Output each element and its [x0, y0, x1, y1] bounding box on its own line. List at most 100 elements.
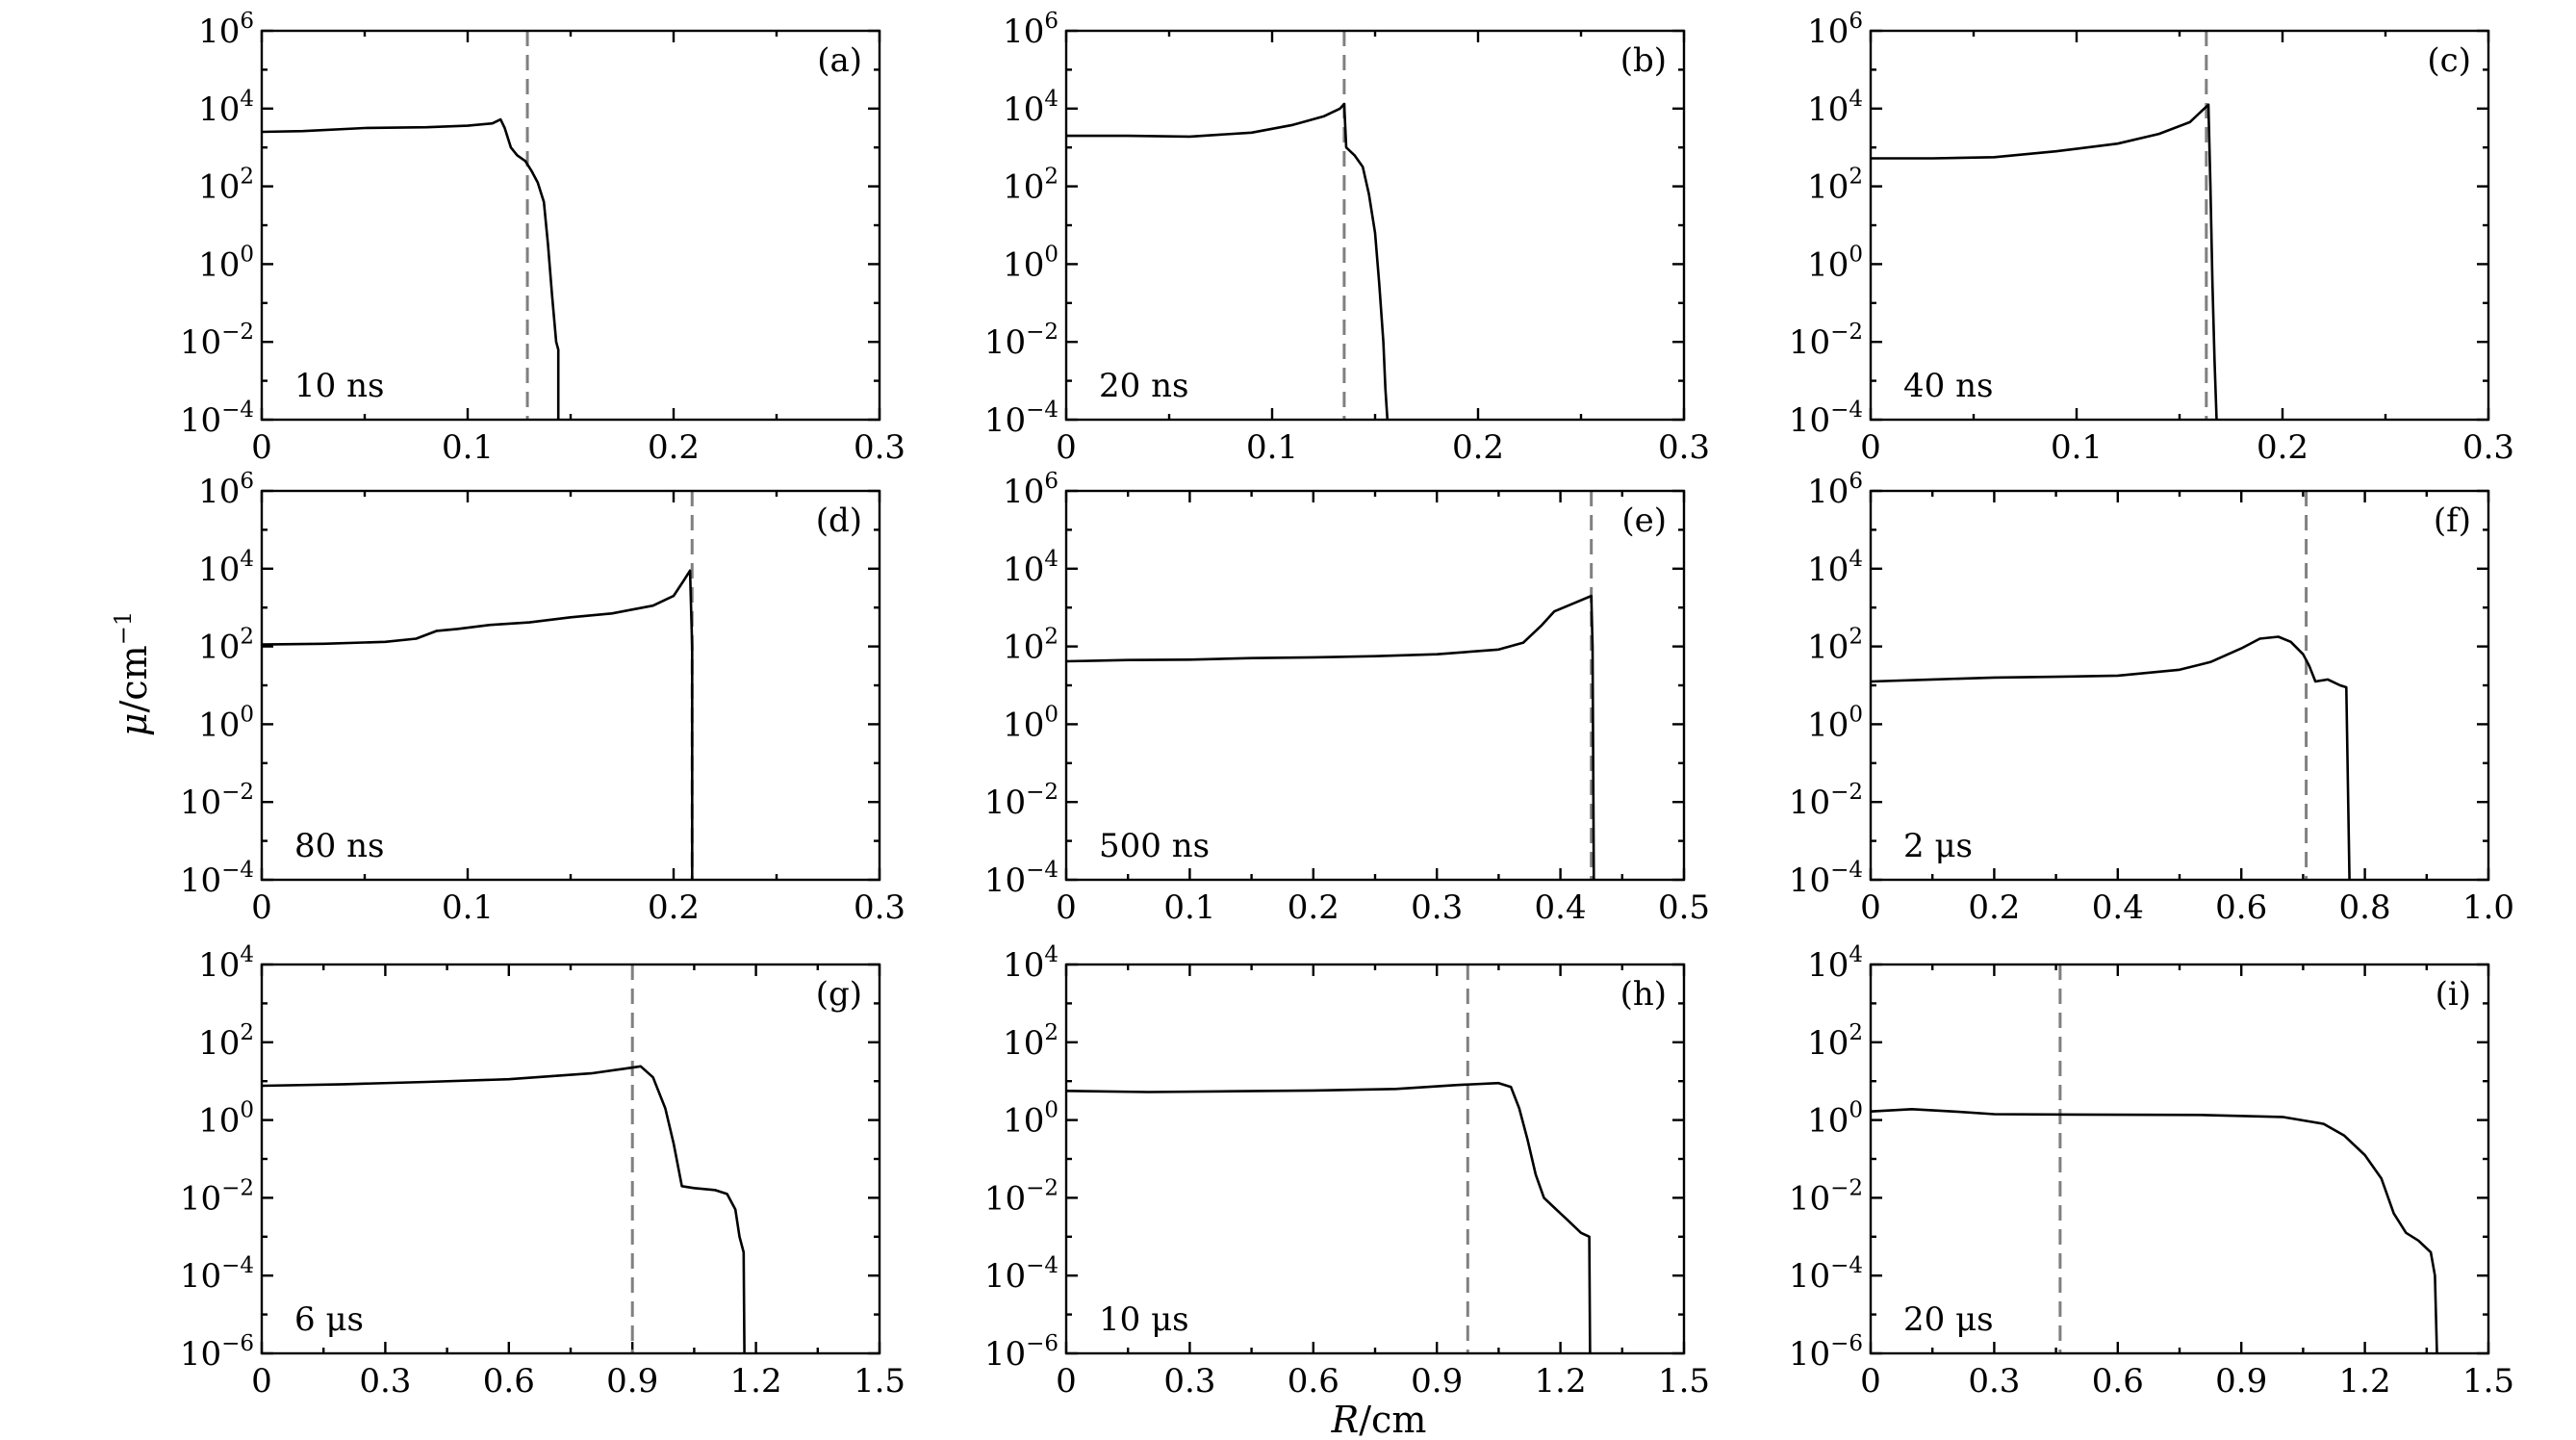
- x-tick-label: 1.2: [2339, 1362, 2391, 1401]
- y-tick-label: 10−4: [984, 1253, 1058, 1296]
- y-tick-label: 100: [1003, 242, 1058, 284]
- panel-label: (g): [816, 975, 862, 1014]
- time-label: 10 ns: [294, 367, 384, 405]
- data-curve: [1870, 1108, 2438, 1354]
- y-tick-label: 10−4: [1789, 1253, 1863, 1296]
- y-tick-label: 10−2: [1789, 320, 1863, 362]
- x-tick-label: 0.2: [648, 888, 700, 927]
- plot-frame: [260, 29, 881, 422]
- panel-f: 10−4 10−2 100 102 104 106 0 0.2 0.4 0.6 0.8 1.0 (f) 2…: [1789, 469, 2514, 927]
- panel-label: (d): [816, 501, 862, 540]
- time-label: 6 μs: [294, 1300, 364, 1339]
- x-tick-label: 1.5: [1658, 1362, 1710, 1401]
- panel-e: 10−4 10−2 100 102 104 106 0 0.1 0.2 0.3 0.4 0.5 (e) 5…: [984, 469, 1710, 927]
- y-tick-label: 10−6: [984, 1331, 1058, 1374]
- panel-h: 10−6 10−4 10−2 100 102 104 0 0.3 0.6 0.9 1.2 1.5 (h)…: [984, 942, 1710, 1401]
- y-tick-label: 104: [1807, 547, 1863, 589]
- data-curve: [1871, 103, 2218, 421]
- x-tick-label: 0.5: [1658, 888, 1710, 927]
- data-curve: [261, 569, 694, 880]
- x-tick-label: 0.2: [648, 428, 700, 467]
- x-tick-label: 0.2: [1968, 888, 2020, 927]
- x-tick-label: 0.2: [2257, 428, 2308, 467]
- panel-a: 10−4 10−2 100 102 104 106 0 0.1 0.2 0.3 (a) 10 ns: [180, 9, 905, 467]
- y-tick-label: 10−4: [1789, 858, 1863, 900]
- x-tick-label: 0.3: [854, 888, 905, 927]
- y-tick-label: 102: [198, 165, 254, 207]
- x-tick-label: 0: [1860, 888, 1881, 927]
- x-tick-label: 0.3: [1163, 1362, 1215, 1401]
- data-curve: [1870, 635, 2351, 881]
- plot-frame: [1064, 29, 1686, 422]
- panel-label: (h): [1620, 975, 1667, 1014]
- x-tick-label: 0: [1860, 428, 1881, 467]
- x-tick-label: 1.2: [1535, 1362, 1587, 1401]
- plot-frame: [1064, 489, 1686, 882]
- time-label: 2 μs: [1903, 827, 1973, 865]
- x-tick-label: 0: [251, 428, 272, 467]
- y-tick-label: 106: [198, 9, 254, 51]
- y-tick-label: 10−4: [180, 1253, 254, 1296]
- x-tick-label: 1.0: [2462, 888, 2514, 927]
- panel-label: (e): [1621, 501, 1667, 540]
- x-tick-label: 0.1: [2051, 428, 2103, 467]
- time-label: 500 ns: [1099, 827, 1210, 865]
- panel-d: 10−4 10−2 100 102 104 106 0 0.1 0.2 0.3 (d) 80 ns: [180, 469, 905, 927]
- data-curve: [1066, 102, 1390, 421]
- x-tick-label: 1.2: [730, 1362, 782, 1401]
- panel-label: (c): [2427, 41, 2471, 80]
- plot-frame: [1869, 963, 2490, 1355]
- panel-label: (i): [2436, 975, 2471, 1014]
- data-curve: [261, 117, 560, 420]
- y-tick-label: 10−2: [180, 780, 254, 822]
- plot-frame: [260, 963, 881, 1355]
- x-tick-label: 0.6: [483, 1362, 535, 1401]
- y-tick-label: 106: [1003, 469, 1058, 511]
- y-tick-label: 102: [1807, 165, 1863, 207]
- x-tick-label: 0.3: [1658, 428, 1710, 467]
- panel-c: 10−4 10−2 100 102 104 106 0 0.1 0.2 0.3 (c) 40 ns: [1789, 9, 2514, 467]
- y-tick-label: 100: [1807, 1098, 1863, 1141]
- plot-frame: [1869, 489, 2490, 882]
- y-tick-label: 10−2: [1789, 1175, 1863, 1218]
- time-label: 20 ns: [1099, 367, 1188, 405]
- y-tick-label: 104: [1003, 87, 1058, 129]
- y-tick-label: 104: [1807, 942, 1863, 985]
- y-tick-label: 10−2: [180, 320, 254, 362]
- x-tick-label: 0.4: [2092, 888, 2144, 927]
- panel-label: (a): [817, 41, 862, 80]
- y-tick-label: 102: [1807, 625, 1863, 667]
- y-tick-label: 104: [1003, 547, 1058, 589]
- y-tick-label: 104: [198, 942, 254, 985]
- y-tick-label: 106: [1807, 9, 1863, 51]
- y-tick-label: 10−2: [984, 780, 1058, 822]
- y-tick-label: 106: [1003, 9, 1058, 51]
- x-tick-label: 0.6: [2215, 888, 2267, 927]
- y-axis-title: μ/cm−1: [110, 611, 155, 736]
- panel-label: (b): [1620, 41, 1667, 80]
- y-tick-label: 102: [1003, 165, 1058, 207]
- x-tick-label: 0.3: [1411, 888, 1463, 927]
- y-tick-label: 10−6: [1789, 1331, 1863, 1374]
- y-tick-label: 10−2: [1789, 780, 1863, 822]
- x-tick-label: 0: [1860, 1362, 1881, 1401]
- data-curve: [261, 1065, 746, 1354]
- y-tick-label: 100: [1003, 702, 1058, 744]
- y-tick-label: 100: [1807, 242, 1863, 284]
- x-tick-label: 0.2: [1452, 428, 1504, 467]
- time-label: 80 ns: [294, 827, 384, 865]
- x-tick-label: 0.4: [1535, 888, 1587, 927]
- x-tick-label: 0.1: [1163, 888, 1215, 927]
- x-tick-label: 0.6: [1288, 1362, 1339, 1401]
- y-tick-label: 10−6: [180, 1331, 254, 1374]
- y-tick-label: 106: [1807, 469, 1863, 511]
- x-axis-title: R/cm: [1331, 1399, 1427, 1440]
- y-tick-label: 104: [198, 547, 254, 589]
- y-tick-label: 102: [198, 1020, 254, 1063]
- y-tick-label: 102: [198, 625, 254, 667]
- time-label: 10 μs: [1099, 1300, 1189, 1339]
- panel-g: 10−6 10−4 10−2 100 102 104 0 0.3 0.6 0.9 1.2 1.5 (g)…: [180, 942, 905, 1401]
- y-tick-label: 10−4: [984, 398, 1058, 440]
- y-tick-label: 10−2: [180, 1175, 254, 1218]
